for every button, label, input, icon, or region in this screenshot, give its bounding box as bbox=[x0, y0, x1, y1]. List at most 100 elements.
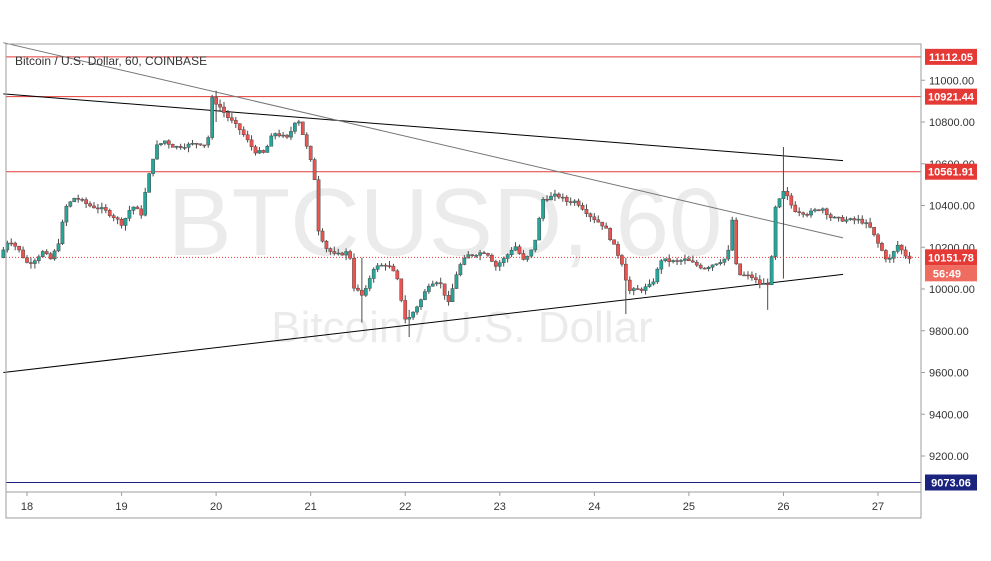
candle-down bbox=[545, 198, 549, 201]
candle-up bbox=[714, 263, 719, 266]
candle-down bbox=[627, 279, 632, 291]
candle-down bbox=[690, 260, 695, 263]
candle-up bbox=[895, 244, 900, 252]
candle-down bbox=[9, 242, 14, 245]
candle-down bbox=[517, 246, 522, 254]
candle-down bbox=[316, 179, 321, 232]
watermark-name: Bitcoin / U.S. Dollar bbox=[271, 303, 652, 352]
candle-down bbox=[639, 288, 644, 291]
current-price-tag-label: 10151.78 bbox=[928, 252, 974, 264]
level-tag-label: 10561.91 bbox=[928, 167, 974, 179]
candle-down bbox=[624, 263, 628, 281]
candle-down bbox=[675, 260, 679, 262]
x-tick-label: 23 bbox=[494, 501, 506, 513]
candle-up bbox=[466, 254, 471, 259]
level-tag-bg bbox=[925, 88, 977, 105]
y-tick-label: 10400.00 bbox=[929, 201, 975, 213]
candle-up bbox=[683, 258, 687, 261]
candle-down bbox=[482, 252, 486, 254]
candle-down bbox=[111, 215, 116, 218]
candle-down bbox=[616, 244, 620, 256]
candle-up bbox=[844, 219, 849, 222]
candle-down bbox=[48, 253, 53, 260]
candle-down bbox=[261, 150, 266, 153]
candle-down bbox=[21, 249, 25, 258]
candle-up bbox=[265, 146, 270, 153]
candle-up bbox=[864, 222, 869, 224]
candle-down bbox=[490, 254, 494, 262]
candle-up bbox=[887, 258, 892, 260]
candle-up bbox=[434, 282, 439, 285]
candle-up bbox=[631, 288, 636, 291]
candle-down bbox=[139, 208, 144, 216]
candle-up bbox=[147, 173, 151, 193]
candle-down bbox=[872, 227, 876, 236]
candle-down bbox=[557, 193, 561, 198]
candle-down bbox=[194, 143, 199, 145]
candle-up bbox=[643, 286, 648, 291]
level-tag-bg bbox=[925, 48, 977, 65]
candle-up bbox=[891, 251, 896, 259]
candle-down bbox=[876, 234, 880, 244]
level-tag-bg bbox=[925, 163, 977, 180]
candle-down bbox=[320, 230, 325, 242]
candle-down bbox=[608, 228, 612, 241]
candle-down bbox=[202, 144, 207, 147]
y-axis[interactable]: 9200.009400.009600.009800.0010000.001020… bbox=[921, 75, 975, 463]
candle-up bbox=[257, 150, 262, 154]
candle-down bbox=[233, 120, 238, 124]
x-axis[interactable]: 18 19 20 21 22 23 24 25 26 27 bbox=[21, 492, 884, 513]
candle-down bbox=[734, 219, 739, 265]
candle-up bbox=[761, 283, 766, 285]
candle-up bbox=[411, 311, 415, 318]
candle-up bbox=[423, 291, 427, 300]
candle-up bbox=[210, 97, 215, 138]
candle-up bbox=[454, 274, 459, 289]
candle-up bbox=[407, 317, 412, 320]
x-tick-label: 19 bbox=[115, 501, 127, 513]
y-tick-label: 9600.00 bbox=[929, 368, 969, 380]
candle-up bbox=[832, 216, 837, 219]
candle-up bbox=[655, 268, 660, 283]
countdown-tag-bg bbox=[925, 265, 977, 282]
candle-down bbox=[899, 244, 904, 251]
chart-title: Bitcoin / U.S. Dollar, 60, COINBASE bbox=[15, 54, 207, 68]
level-tag-label: 9073.06 bbox=[931, 477, 971, 489]
candle-down bbox=[249, 139, 254, 148]
candle-up bbox=[151, 158, 155, 174]
candle-up bbox=[72, 197, 77, 203]
candle-up bbox=[375, 265, 380, 270]
candle-down bbox=[750, 274, 754, 278]
candle-up bbox=[450, 288, 455, 303]
y-tick-label: 11000.00 bbox=[929, 75, 974, 87]
candle-down bbox=[785, 191, 790, 197]
candle-down bbox=[214, 97, 218, 105]
candle-down bbox=[592, 216, 597, 221]
candle-up bbox=[344, 251, 348, 256]
candle-up bbox=[769, 256, 774, 286]
x-tick-label: 20 bbox=[210, 501, 222, 513]
candle-up bbox=[679, 260, 683, 262]
candle-down bbox=[757, 279, 762, 285]
candle-up bbox=[430, 283, 435, 287]
candle-up bbox=[513, 246, 518, 251]
candle-down bbox=[580, 205, 585, 210]
candle-down bbox=[789, 195, 794, 206]
candle-down bbox=[29, 262, 33, 264]
countdown-tag-label: 56:49 bbox=[933, 268, 961, 280]
candle-down bbox=[687, 258, 691, 262]
candle-up bbox=[186, 143, 191, 148]
candle-down bbox=[383, 264, 388, 267]
candle-down bbox=[170, 144, 175, 148]
candle-down bbox=[198, 143, 203, 146]
candle-down bbox=[576, 200, 581, 206]
candle-down bbox=[44, 251, 49, 255]
candle-down bbox=[226, 112, 230, 118]
candle-down bbox=[96, 207, 100, 210]
trendline bbox=[3, 42, 844, 239]
candle-down bbox=[805, 214, 809, 216]
candle-down bbox=[746, 274, 750, 277]
y-tick-label: 9400.00 bbox=[929, 409, 969, 421]
